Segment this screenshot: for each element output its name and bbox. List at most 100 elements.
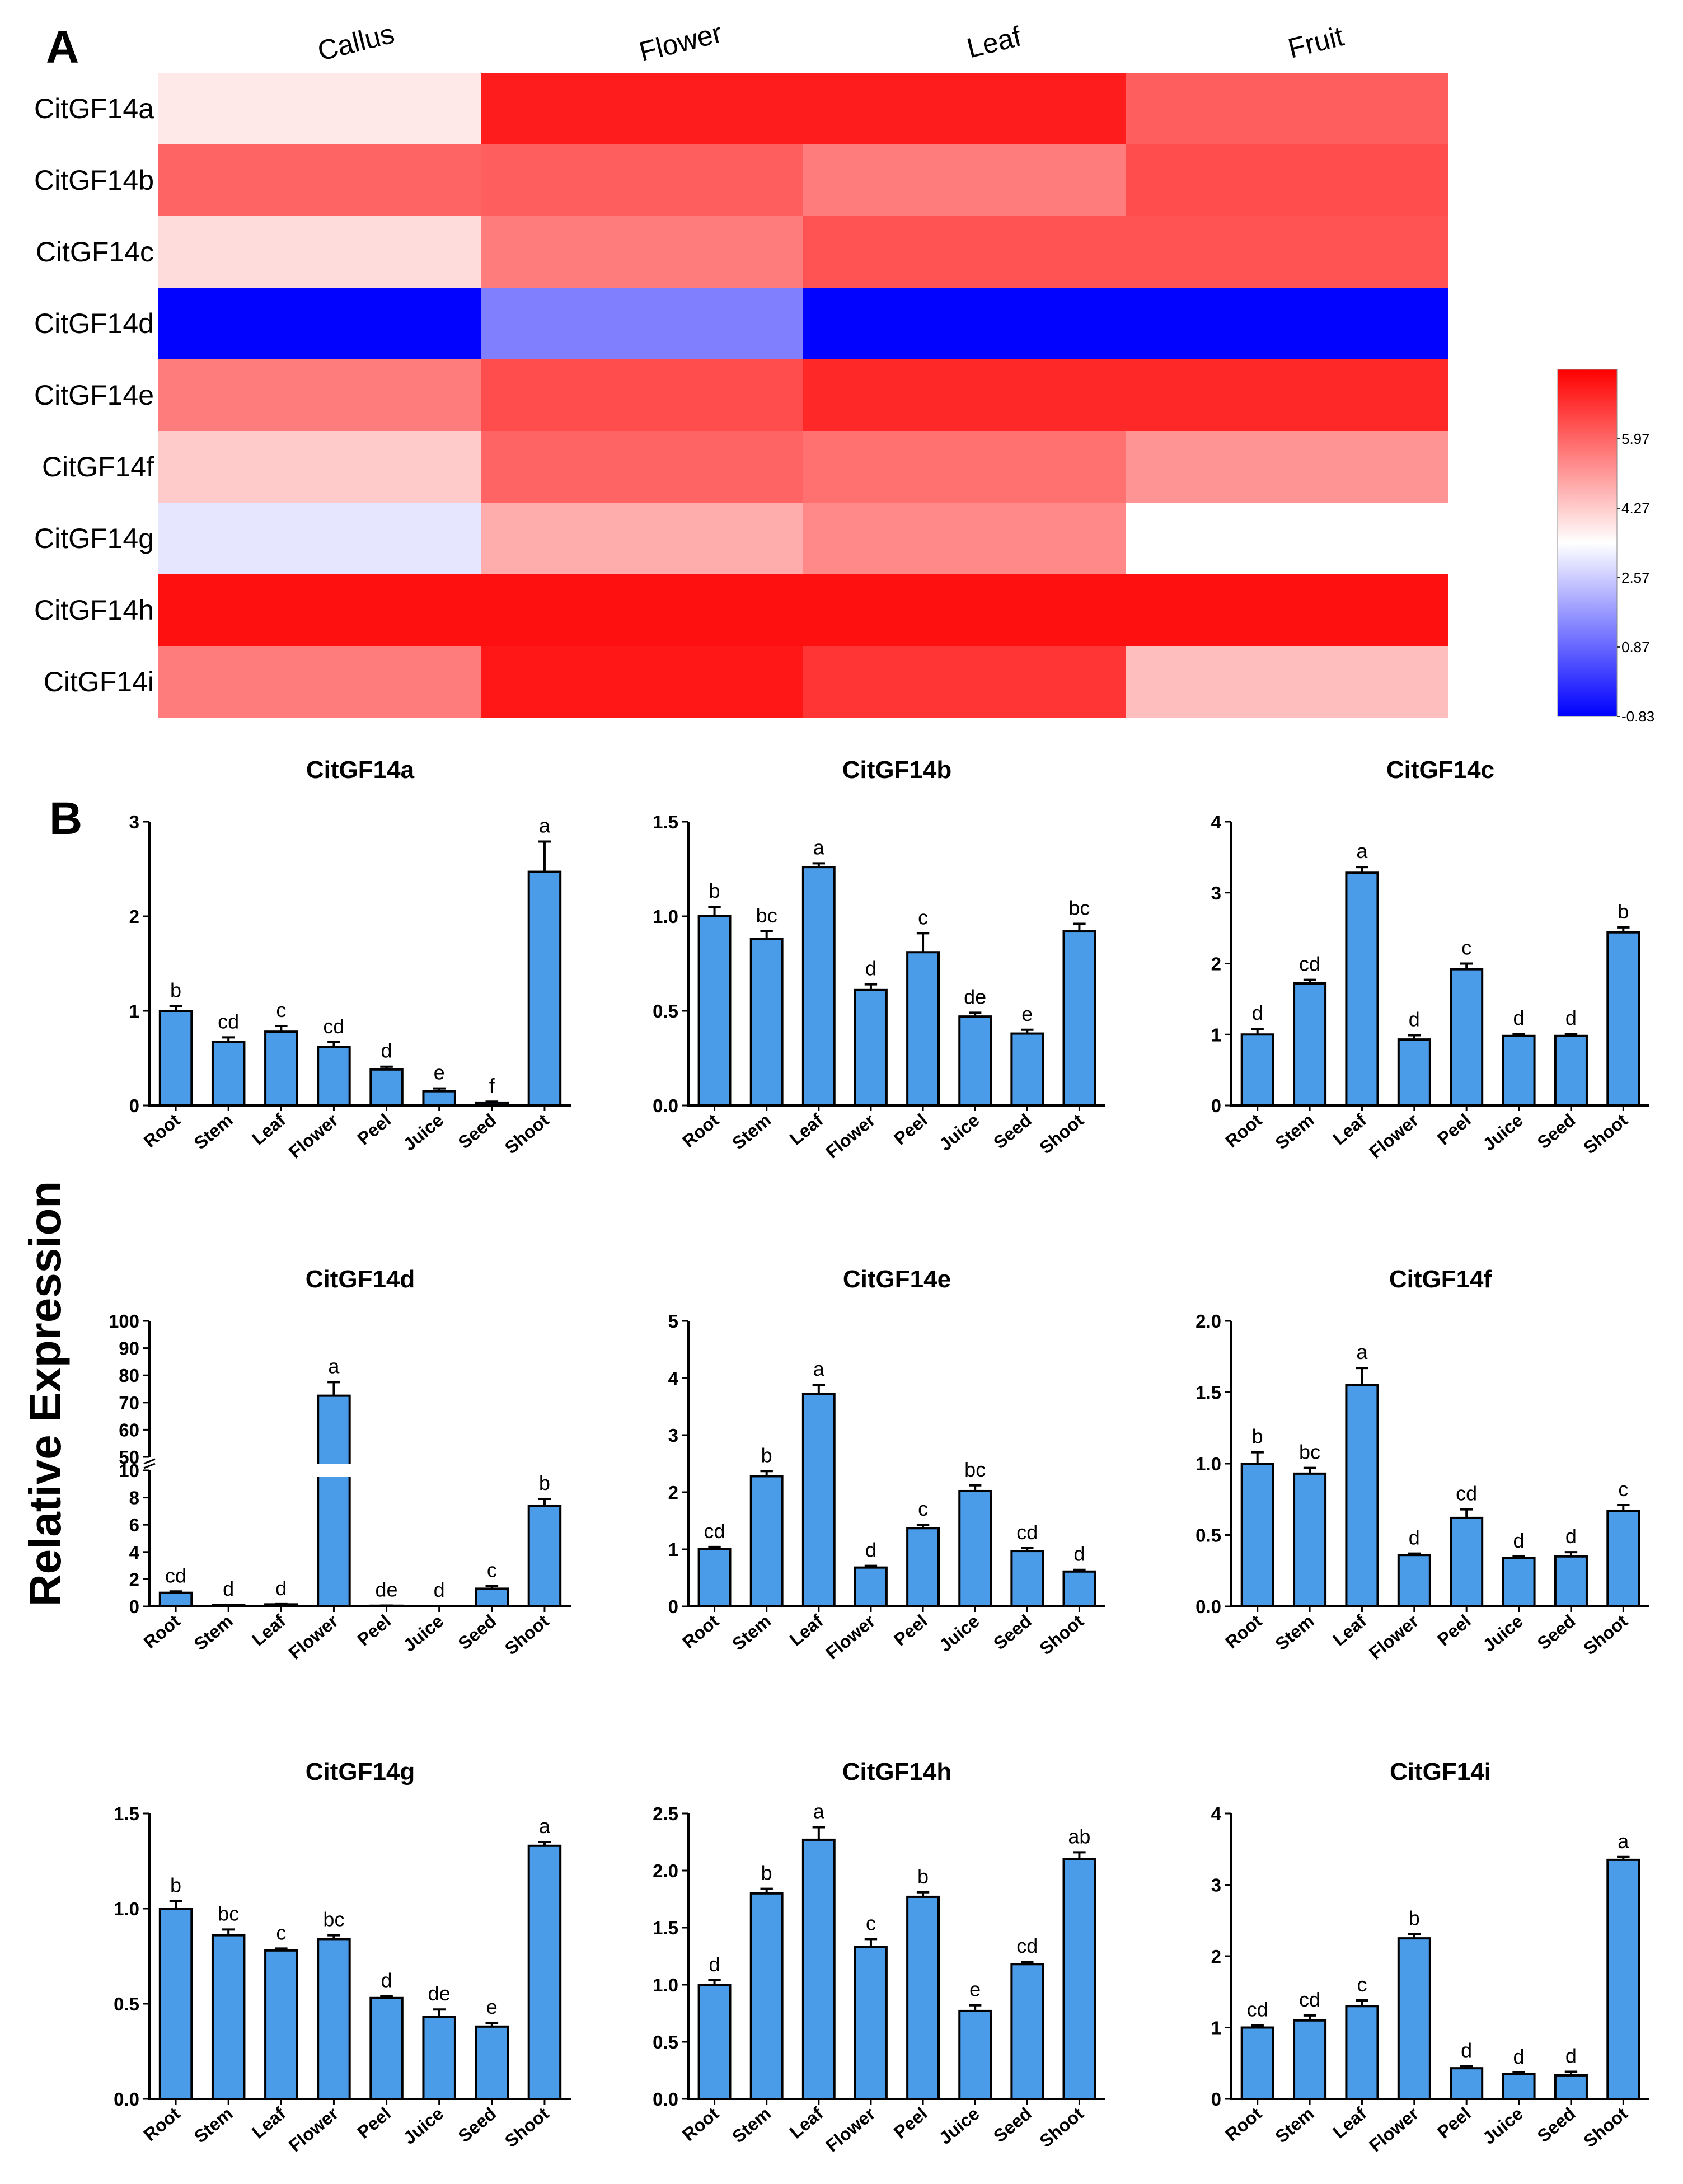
y-tick-label: 1 xyxy=(129,1001,139,1021)
significance-letter: f xyxy=(489,1074,495,1097)
colorbar-tick-label: 2.57 xyxy=(1621,569,1650,586)
y-tick-label: 1.5 xyxy=(653,812,678,832)
bar xyxy=(1606,931,1640,1107)
bar xyxy=(527,870,562,1107)
y-tick-label: 80 xyxy=(119,1365,139,1386)
heatmap-row-label: CitGF14f xyxy=(42,451,154,482)
heatmap-cell xyxy=(803,574,1126,646)
panel-a-label: A xyxy=(46,22,79,73)
bar xyxy=(1450,1516,1484,1607)
x-category-label: Peel xyxy=(890,1611,931,1650)
x-category-label: Seed xyxy=(1534,1110,1579,1153)
y-tick-label: 6 xyxy=(129,1515,139,1535)
x-category-label: Root xyxy=(678,1110,723,1152)
x-category-label: Shoot xyxy=(501,2103,553,2152)
x-category-label: Leaf xyxy=(248,1110,289,1149)
bar-chart-citgf14f: CitGF14f 0.0 0.5 1.0 1.5 2.0 b Root bc Stem a Leaf d… xyxy=(1196,1266,1649,1663)
x-category-label: Seed xyxy=(454,1611,500,1654)
heatmap-cell xyxy=(481,73,804,145)
significance-letter: b xyxy=(170,1873,181,1896)
bar xyxy=(906,1895,940,2100)
bar xyxy=(1345,2005,1379,2100)
significance-letter: e xyxy=(434,1061,445,1084)
x-category-label: Flower xyxy=(1365,2103,1422,2156)
bar xyxy=(422,1090,456,1107)
x-category-label: Peel xyxy=(890,1110,931,1149)
x-category-label: Leaf xyxy=(786,1611,827,1650)
bar xyxy=(749,938,784,1107)
heatmap-column-label: Callus xyxy=(315,18,397,67)
significance-letter: bc xyxy=(323,1908,344,1931)
bar xyxy=(1554,1555,1588,1607)
y-tick-label: 10 xyxy=(119,1460,139,1481)
y-tick-label: 60 xyxy=(119,1419,139,1440)
bar xyxy=(1293,982,1327,1107)
y-tick-label: 2.0 xyxy=(653,1860,678,1881)
significance-letter: bc xyxy=(756,904,777,927)
significance-letter: d xyxy=(381,1969,392,1991)
x-category-label: Peel xyxy=(353,2103,395,2143)
x-category-label: Peel xyxy=(353,1110,395,1149)
y-tick-label: 70 xyxy=(119,1393,139,1413)
heatmap-cell xyxy=(158,646,481,718)
x-category-label: Root xyxy=(140,1110,184,1152)
x-category-label: Shoot xyxy=(1579,2103,1632,2152)
colorbar-tick-label: 4.27 xyxy=(1621,500,1650,517)
significance-letter: d xyxy=(1461,2038,1472,2061)
x-category-label: Shoot xyxy=(501,1611,553,1659)
x-category-label: Root xyxy=(1221,1110,1265,1152)
chart-title: CitGF14e xyxy=(843,1266,951,1293)
y-tick-label: 90 xyxy=(119,1338,139,1359)
heatmap-cell xyxy=(481,574,804,646)
axis-break-mark xyxy=(143,1458,156,1465)
heatmap-cell xyxy=(1126,288,1448,360)
x-category-label: Seed xyxy=(1534,1611,1579,1654)
significance-letter: cd xyxy=(704,1520,725,1543)
bar xyxy=(1606,1510,1640,1607)
x-category-label: Root xyxy=(678,2103,723,2145)
x-category-label: Flower xyxy=(1365,1611,1422,1663)
bar xyxy=(1010,1550,1044,1608)
significance-letter: c xyxy=(276,1921,286,1944)
significance-letter: bc xyxy=(1299,1441,1320,1464)
bar xyxy=(1502,1034,1536,1107)
significance-letter: b xyxy=(170,979,181,1002)
bar xyxy=(1010,1032,1044,1107)
significance-letter: cd xyxy=(1299,953,1320,976)
bar xyxy=(1010,1963,1044,2101)
heatmap-cell xyxy=(158,144,481,217)
y-tick-label: 3 xyxy=(668,1425,678,1446)
heatmap-cell xyxy=(803,288,1126,360)
significance-letter: cd xyxy=(1016,1934,1038,1957)
x-category-label: Shoot xyxy=(1035,1110,1087,1158)
bar xyxy=(1345,1384,1379,1607)
y-tick-label: 0.0 xyxy=(114,2089,139,2110)
significance-letter: d xyxy=(1565,1525,1577,1548)
x-category-label: Stem xyxy=(190,2103,237,2147)
bar xyxy=(854,1946,888,2100)
heatmap-cell xyxy=(158,431,481,503)
significance-letter: e xyxy=(1021,1002,1033,1025)
heatmap-row-label: CitGF14h xyxy=(34,594,154,626)
heatmap-cell xyxy=(1126,144,1448,217)
significance-letter: b xyxy=(1252,1425,1263,1448)
chart-title: CitGF14b xyxy=(842,756,952,784)
x-category-label: Peel xyxy=(1433,2103,1475,2143)
x-category-label: Stem xyxy=(728,1611,775,1655)
x-category-label: Shoot xyxy=(1579,1611,1632,1659)
chart-title: CitGF14a xyxy=(306,756,415,784)
heatmap-cell xyxy=(803,503,1126,575)
bar xyxy=(801,1838,836,2100)
y-tick-label: 0 xyxy=(129,1596,139,1617)
heatmap-cell xyxy=(481,431,804,503)
significance-letter: d xyxy=(434,1578,445,1601)
bar xyxy=(749,1475,784,1607)
bar-chart-citgf14c: CitGF14c 0 1 2 3 4 d Root cd Stem a Leaf d Flower c Pee… xyxy=(1211,756,1649,1163)
x-category-label: Seed xyxy=(454,2103,500,2146)
bar xyxy=(906,1527,940,1608)
significance-letter: d xyxy=(1513,1006,1525,1029)
y-tick-label: 4 xyxy=(129,1542,140,1563)
x-category-label: Seed xyxy=(454,1110,500,1153)
significance-letter: a xyxy=(1356,840,1368,863)
y-tick-label: 1.0 xyxy=(653,906,678,927)
